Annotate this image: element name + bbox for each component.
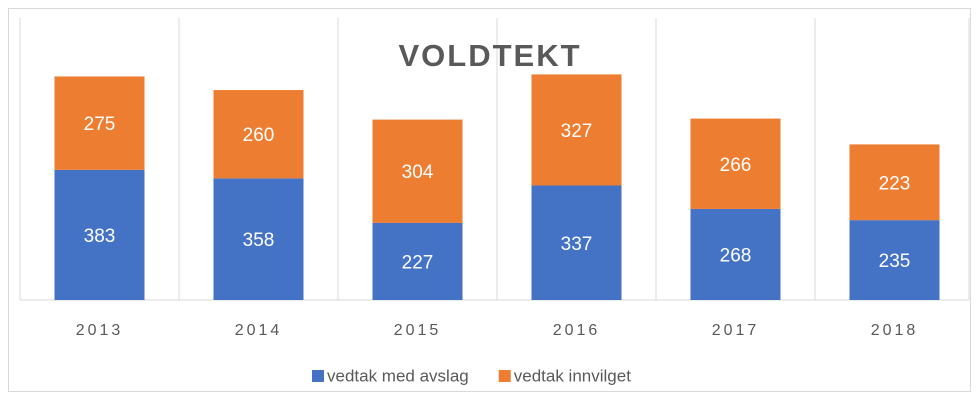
x-tick-label: 2013 [76,322,124,339]
data-label: 223 [879,173,911,194]
legend-swatch [498,370,511,382]
x-tick-label: 2016 [553,322,601,339]
data-label: 266 [720,155,752,176]
data-label: 383 [84,226,116,247]
bar-segment [849,144,940,221]
bar-segment [372,119,463,223]
legend-swatch [312,370,324,382]
data-label: 227 [402,252,434,273]
bar-segment [690,208,781,300]
x-tick-label: 2018 [871,322,919,339]
data-label: 235 [879,251,911,272]
legend-label: vedtak med avslag [327,366,469,385]
data-label: 327 [561,121,593,142]
bar-segment [54,169,145,300]
chart-title: VOLDTEKT [398,38,581,73]
bar-segment [372,222,463,300]
data-label: 268 [720,245,752,266]
bar-segment [54,76,145,170]
x-tick-label: 2017 [712,322,760,339]
data-label: 304 [402,162,434,183]
data-label: 337 [561,234,593,255]
data-label: 275 [84,114,116,135]
bar-segment [690,118,781,209]
chart-border [8,8,971,392]
bar-segment [213,90,304,179]
data-label: 358 [243,230,275,251]
bar-segment [531,74,622,186]
data-label: 260 [243,125,275,146]
bar-segment [531,185,622,300]
x-tick-label: 2014 [235,322,283,339]
x-tick-label: 2015 [394,322,442,339]
legend-label: vedtak innvilget [514,366,631,385]
bar-segment [849,220,940,300]
bar-segment [213,178,304,300]
